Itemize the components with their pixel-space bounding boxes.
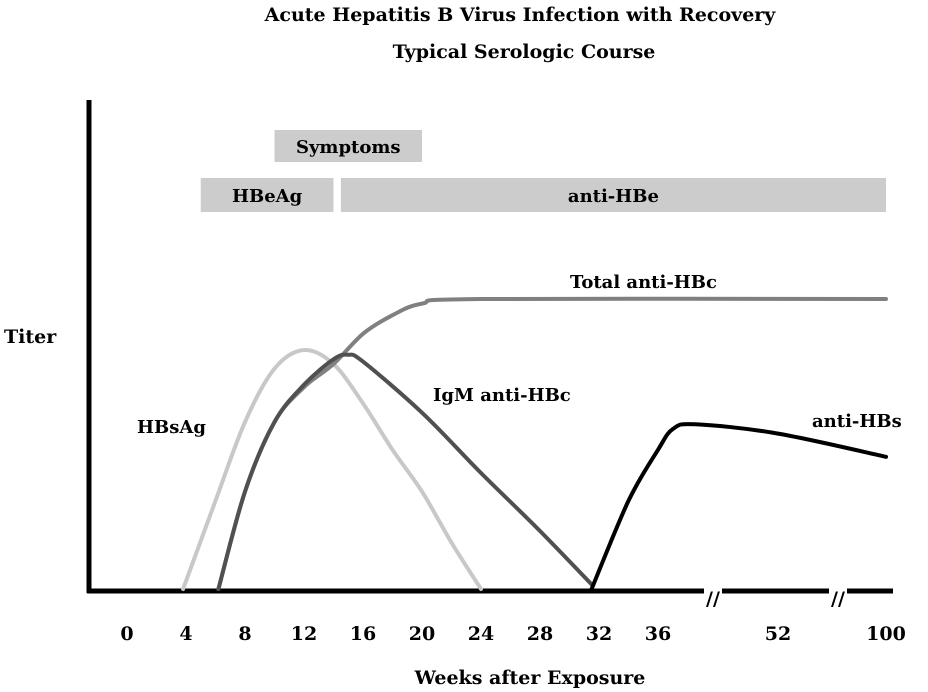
x-tick-label: 12 — [291, 623, 317, 645]
axis-break-symbol: // — [831, 588, 845, 610]
x-tick-label: 52 — [765, 623, 791, 645]
x-tick-label: 4 — [179, 623, 192, 645]
bar-anti-hbe — [340, 178, 886, 212]
bar-hbeag — [200, 178, 334, 212]
chart-title: Acute Hepatitis B Virus Infection with R… — [264, 4, 777, 26]
bar-label: anti-HBe — [568, 186, 659, 207]
x-axis-label: Weeks after Exposure — [414, 667, 646, 689]
axis-breaks: // // — [704, 585, 847, 610]
series-label-hbsag: HBsAg — [137, 417, 206, 438]
bar-symptoms — [274, 130, 422, 162]
axis-break-symbol: // — [706, 588, 720, 610]
x-tick-labels: 0 4 8 12 16 20 24 28 32 36 52 100 — [120, 623, 905, 645]
x-tick-label: 100 — [866, 623, 906, 645]
series-line-anti-hbs — [589, 422, 888, 591]
x-tick-label: 24 — [468, 623, 494, 645]
axis-break-gap — [704, 585, 722, 599]
x-tick-label: 36 — [645, 623, 671, 645]
axes — [86, 100, 893, 594]
x-tick-label: 28 — [527, 623, 553, 645]
x-tick-label: 32 — [586, 623, 612, 645]
series-label-igm-anti-hbc: IgM anti-HBc — [433, 385, 571, 406]
x-tick-label: 0 — [120, 623, 133, 645]
chart-subtitle: Typical Serologic Course — [393, 41, 656, 63]
bar-label: Symptoms — [296, 137, 401, 158]
series-line-igm-anti-hbc — [216, 352, 594, 591]
series-labels: HBsAg Total anti-HBc IgM anti-HBc anti-HBs — [137, 272, 902, 438]
x-tick-label: 8 — [238, 623, 251, 645]
bars-layer: Symptoms HBeAg anti-HBe — [200, 130, 886, 212]
bar-label: HBeAg — [232, 186, 303, 207]
y-axis-label: Titer — [4, 326, 57, 348]
series-label-total-anti-hbc: Total anti-HBc — [570, 272, 717, 293]
axis-break-gap — [829, 585, 847, 599]
x-tick-label: 20 — [409, 623, 435, 645]
x-tick-label: 16 — [350, 623, 376, 645]
series-layer — [181, 296, 888, 591]
series-label-anti-hbs: anti-HBs — [812, 411, 902, 432]
